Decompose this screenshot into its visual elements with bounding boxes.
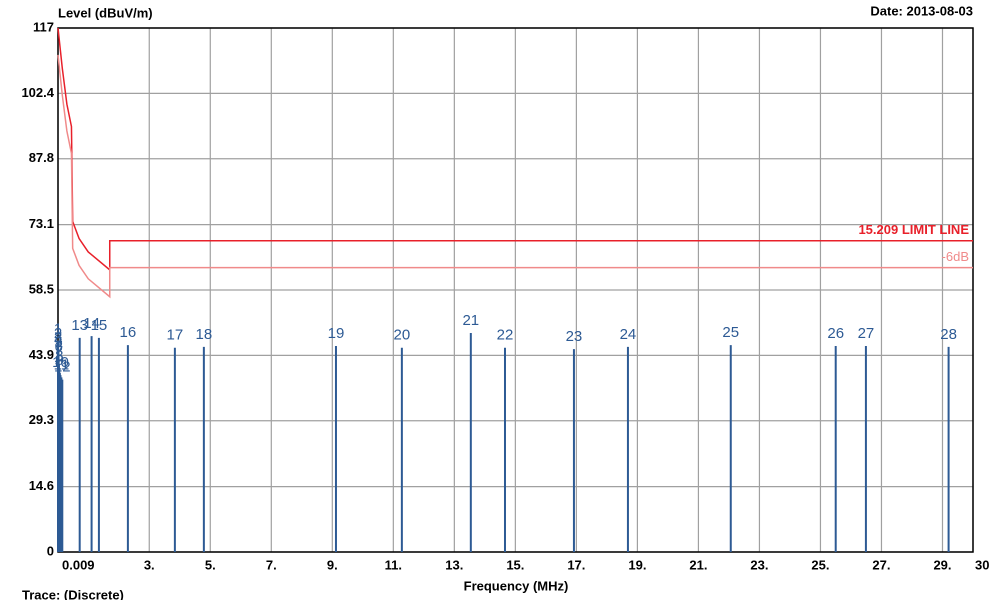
y-tick-label: 29.3 [29, 412, 54, 427]
marker-label: 9 [56, 352, 64, 369]
series-label: 15.209 LIMIT LINE [858, 222, 969, 237]
y-tick-label: 73.1 [29, 216, 54, 231]
limit-line [57, 27, 973, 272]
x-tick-label: 9. [327, 557, 338, 572]
marker-label: 8 [55, 347, 63, 364]
marker-label: 15 [91, 317, 108, 334]
x-tick-label: 7. [266, 557, 277, 572]
marker-label: 13 [71, 317, 88, 334]
y-tick-label: 102.4 [21, 85, 54, 100]
x-tick-label: 29. [933, 557, 951, 572]
y-axis-label: Level (dBuV/m) [58, 5, 153, 20]
marker-label: 14 [83, 315, 100, 332]
marker-label: 7 [55, 343, 63, 360]
x-tick-label: 15. [506, 557, 524, 572]
y-tick-label: 14.6 [29, 478, 54, 493]
marker-label: 28 [940, 326, 957, 343]
marker-label: 18 [196, 326, 213, 343]
marker-label: 4 [54, 332, 62, 349]
marker-label: 27 [858, 325, 875, 342]
x-tick-label: 5. [205, 557, 216, 572]
y-tick-label: 87.8 [29, 150, 54, 165]
x-tick-label: 23. [750, 557, 768, 572]
marker-label: 22 [497, 327, 514, 344]
marker-label: 3 [54, 329, 62, 346]
trace-label: Trace: (Discrete) [22, 587, 124, 600]
marker-label: 11 [54, 356, 70, 373]
plot-frame [57, 27, 974, 553]
marker-label: 17 [167, 327, 184, 344]
marker-label: 25 [722, 324, 739, 341]
y-tick-label: 0 [47, 543, 54, 558]
marker-label: 12 [54, 359, 71, 376]
marker-label: 10 [52, 354, 69, 371]
marker-label: 26 [827, 325, 844, 342]
x-tick-label: 17. [567, 557, 585, 572]
x-tick-label: 11. [385, 557, 402, 572]
x-tick-label: 13. [445, 557, 463, 572]
marker-label: 19 [328, 325, 345, 342]
y-tick-label: 58.5 [29, 281, 54, 296]
x-axis-label: Frequency (MHz) [464, 578, 569, 593]
marker-label: 2 [54, 325, 62, 342]
limit-line [57, 54, 973, 299]
marker-label: 5 [54, 334, 62, 351]
x-tick-label: 21. [689, 557, 707, 572]
x-tick-label: 30 [975, 557, 989, 572]
marker-label: 1 [54, 320, 62, 337]
marker-label: 24 [620, 326, 637, 343]
marker-label: 6 [54, 338, 62, 355]
marker-label: 20 [394, 327, 411, 344]
series-label: -6dB [942, 249, 969, 264]
y-tick-label: 43.9 [29, 347, 54, 362]
marker-label: 23 [566, 328, 583, 345]
x-tick-label: 19. [628, 557, 646, 572]
marker-label: 16 [120, 324, 137, 341]
x-tick-label: 25. [811, 557, 829, 572]
date: Date: 2013-08-03 [870, 3, 973, 18]
y-tick-label: 117 [33, 19, 54, 34]
marker-label: 21 [462, 312, 479, 329]
x-tick-label: 3. [144, 557, 155, 572]
x-tick-label: 27. [872, 557, 890, 572]
x-tick-label: 0.009 [62, 557, 95, 572]
